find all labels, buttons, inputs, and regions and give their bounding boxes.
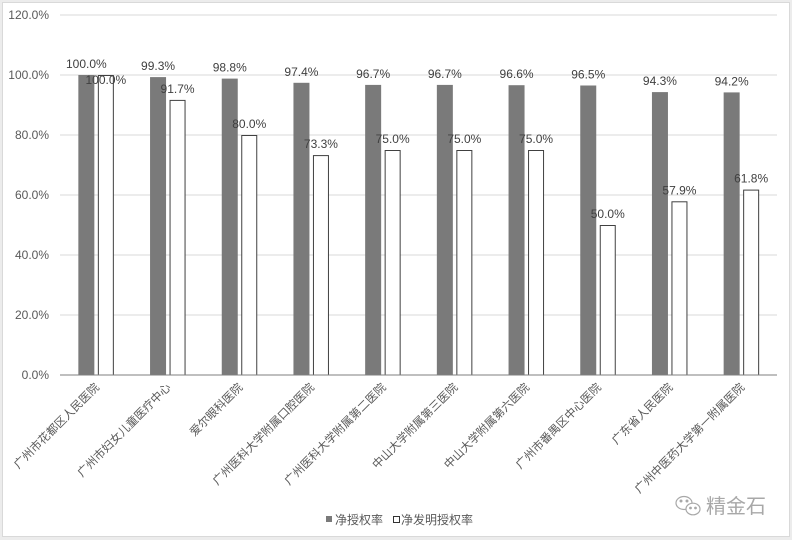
y-tick-label: 0.0% <box>22 368 50 382</box>
bar-net-invention-grant-rate <box>241 135 258 376</box>
bar-net-invention-grant-rate <box>97 75 114 376</box>
bar-net-grant-rate <box>221 78 238 375</box>
bar-net-invention-grant-rate <box>671 201 688 376</box>
data-label-net-grant-rate: 96.6% <box>500 67 534 81</box>
bar-net-grant-rate <box>365 84 382 376</box>
data-label-net-invention-grant-rate: 80.0% <box>232 117 266 131</box>
bar-net-grant-rate <box>651 92 668 375</box>
data-label-net-invention-grant-rate: 75.0% <box>447 132 481 146</box>
x-category-label: 爱尔眼科医院 <box>187 380 246 439</box>
y-tick-label: 60.0% <box>15 188 49 202</box>
watermark-text: 精金石 <box>706 495 766 518</box>
y-tick-label: 20.0% <box>15 308 49 322</box>
bar-net-grant-rate <box>436 84 453 376</box>
bar-net-grant-rate <box>723 92 740 376</box>
data-label-net-grant-rate: 97.4% <box>284 65 318 79</box>
data-label-net-invention-grant-rate: 57.9% <box>662 183 696 197</box>
bar-net-invention-grant-rate <box>384 150 401 376</box>
data-label-net-invention-grant-rate: 75.0% <box>376 132 410 146</box>
data-label-net-grant-rate: 96.7% <box>428 67 462 81</box>
wechat-icon <box>675 495 701 516</box>
legend-swatch-net-invention-grant-rate <box>393 516 400 523</box>
y-axis: 0.0% 20.0% 40.0% 60.0% 80.0% 100.0% 120.0% <box>8 8 49 382</box>
watermark: 精金石 <box>675 495 766 518</box>
data-label-net-grant-rate: 99.3% <box>141 59 175 73</box>
bar-net-grant-rate <box>508 85 525 375</box>
data-label-net-grant-rate: 100.0% <box>66 57 107 71</box>
bar-net-invention-grant-rate <box>599 225 616 376</box>
legend: 净授权率 净发明授权率 <box>326 512 473 527</box>
y-tick-label: 100.0% <box>8 68 49 82</box>
data-label-net-grant-rate: 96.7% <box>356 67 390 81</box>
data-label-net-invention-grant-rate: 100.0% <box>85 73 126 87</box>
data-label-net-invention-grant-rate: 61.8% <box>734 172 768 186</box>
bar-net-invention-grant-rate <box>169 99 186 376</box>
bar-net-invention-grant-rate <box>528 150 545 376</box>
data-labels: 100.0% 100.0% 99.3% 91.7% 98.8% 80.0% 97.4% 73.… <box>66 57 768 221</box>
legend-label-net-grant-rate: 净授权率 <box>335 512 383 527</box>
legend-label-net-invention-grant-rate: 净发明授权率 <box>401 512 473 527</box>
bar-net-grant-rate <box>580 85 597 375</box>
bar-net-grant-rate <box>78 75 95 375</box>
bar-net-invention-grant-rate <box>312 155 329 376</box>
bar-net-invention-grant-rate <box>456 150 473 376</box>
y-tick-label: 80.0% <box>15 128 49 142</box>
data-label-net-grant-rate: 96.5% <box>571 68 605 82</box>
x-category-label: 广东省人民医院 <box>609 380 676 447</box>
data-label-net-grant-rate: 98.8% <box>213 61 247 75</box>
data-label-net-invention-grant-rate: 50.0% <box>591 207 625 221</box>
data-label-net-grant-rate: 94.2% <box>715 74 749 88</box>
data-label-net-invention-grant-rate: 75.0% <box>519 132 553 146</box>
y-tick-label: 120.0% <box>8 8 49 22</box>
bar-net-invention-grant-rate <box>743 189 760 376</box>
x-category-label: 广州中医药大学第一附属医院 <box>632 380 748 496</box>
bars <box>78 75 760 376</box>
data-label-net-invention-grant-rate: 91.7% <box>161 82 195 96</box>
bar-net-grant-rate <box>150 77 167 375</box>
data-label-net-invention-grant-rate: 73.3% <box>304 137 338 151</box>
data-label-net-grant-rate: 94.3% <box>643 74 677 88</box>
legend-swatch-net-grant-rate <box>326 516 332 522</box>
y-tick-label: 40.0% <box>15 248 49 262</box>
bar-net-grant-rate <box>293 82 310 376</box>
